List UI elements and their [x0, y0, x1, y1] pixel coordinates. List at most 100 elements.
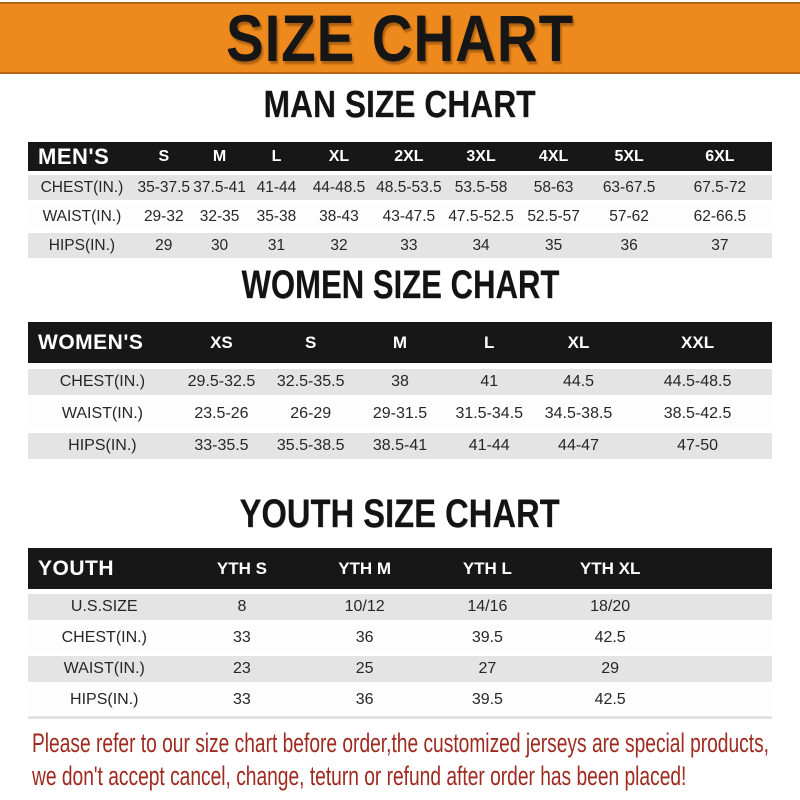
size-header-cell: S: [135, 142, 192, 171]
data-cell: 41-44: [247, 175, 306, 200]
data-cell: 33: [180, 625, 304, 651]
data-cell: [671, 656, 772, 682]
data-cell: 25: [303, 656, 427, 682]
data-cell: 32: [305, 233, 373, 258]
data-cell: 48.5-53.5: [372, 175, 446, 200]
size-header-row: WOMEN'S XS S M L XL XXL: [28, 322, 772, 363]
men-size-table: MEN'S S M L XL 2XL 3XL 4XL 5XL 6XL CHEST(IN.) 35-37…: [28, 138, 772, 262]
women-section-title-wrap: WOMEN SIZE CHART: [0, 265, 800, 305]
data-cell: [671, 594, 772, 620]
table-row: CHEST(IN.) 29.5-32.5 32.5-35.5 38 41 44.5 44.5…: [28, 369, 772, 395]
size-header-cell: 4XL: [516, 142, 591, 171]
size-header-cell: M: [355, 322, 445, 363]
footer-line-2: we don't accept cancel, change, teturn o…: [32, 760, 794, 793]
data-cell: 39.5: [426, 625, 549, 651]
data-cell: 35-38: [247, 204, 306, 229]
data-cell: 44.5-48.5: [623, 369, 772, 395]
data-cell: 29: [548, 656, 672, 682]
data-cell: 27: [426, 656, 549, 682]
data-cell: 44.5: [533, 369, 624, 395]
data-cell: 32.5-35.5: [266, 369, 356, 395]
data-cell: 36: [303, 625, 427, 651]
data-cell: 33: [372, 233, 446, 258]
data-cell: 18/20: [548, 594, 672, 620]
row-label: CHEST(IN.): [28, 625, 181, 651]
data-cell: 57-62: [590, 204, 668, 229]
size-header-cell: XL: [533, 322, 624, 363]
data-cell: 31: [247, 233, 306, 258]
data-cell: 44-47: [533, 433, 624, 459]
data-cell: 29-32: [135, 204, 192, 229]
row-label: WAIST(IN.): [28, 656, 181, 682]
data-cell: 37.5-41: [191, 175, 248, 200]
row-label: CHEST(IN.): [28, 175, 136, 200]
row-label: WAIST(IN.): [28, 204, 136, 229]
size-header-row: MEN'S S M L XL 2XL 3XL 4XL 5XL 6XL: [28, 142, 772, 171]
footer-line-1: Please refer to our size chart before or…: [32, 727, 794, 760]
table-row: HIPS(IN.) 33 36 39.5 42.5: [28, 687, 772, 713]
table-corner-label: YOUTH: [28, 548, 181, 589]
data-cell: 29.5-32.5: [176, 369, 267, 395]
data-cell: 41-44: [444, 433, 534, 459]
size-header-cell: 3XL: [445, 142, 517, 171]
size-header-cell: 6XL: [667, 142, 772, 171]
data-cell: 38.5-41: [355, 433, 445, 459]
data-cell: 26-29: [266, 401, 356, 427]
data-cell: 23.5-26: [176, 401, 267, 427]
footer-line-1-text: Please refer to our size chart before or…: [32, 728, 770, 758]
table-corner-label: MEN'S: [28, 142, 136, 171]
table-row: U.S.SIZE 8 10/12 14/16 18/20: [28, 594, 772, 620]
data-cell: 67.5-72: [667, 175, 772, 200]
size-header-cell: XL: [305, 142, 373, 171]
data-cell: 53.5-58: [445, 175, 517, 200]
women-section-title: WOMEN SIZE CHART: [241, 263, 559, 307]
data-cell: 38-43: [305, 204, 373, 229]
data-cell: 36: [303, 687, 427, 713]
data-cell: 34.5-38.5: [533, 401, 624, 427]
banner: SIZE CHART: [0, 2, 800, 74]
data-cell: [671, 687, 772, 713]
table-row: HIPS(IN.) 33-35.5 35.5-38.5 38.5-41 41-44 44-…: [28, 433, 772, 459]
data-cell: 14/16: [426, 594, 549, 620]
size-header-cell: YTH XL: [548, 548, 672, 589]
data-cell: 44-48.5: [305, 175, 373, 200]
table-row: CHEST(IN.) 33 36 39.5 42.5: [28, 625, 772, 651]
data-cell: 47.5-52.5: [445, 204, 517, 229]
table-row: CHEST(IN.) 35-37.5 37.5-41 41-44 44-48.5 48.5…: [28, 175, 772, 200]
data-cell: [671, 625, 772, 651]
footer-note: Please refer to our size chart before or…: [32, 727, 794, 793]
data-cell: 29: [135, 233, 192, 258]
data-cell: 36: [590, 233, 668, 258]
data-cell: 8: [180, 594, 304, 620]
data-cell: 33-35.5: [176, 433, 267, 459]
data-cell: 29-31.5: [355, 401, 445, 427]
data-cell: 63-67.5: [590, 175, 668, 200]
data-cell: 33: [180, 687, 304, 713]
table-corner-label: WOMEN'S: [28, 322, 177, 363]
data-cell: 30: [191, 233, 248, 258]
data-cell: 42.5: [548, 625, 672, 651]
data-cell: 23: [180, 656, 304, 682]
data-cell: 37: [667, 233, 772, 258]
data-cell: 58-63: [516, 175, 591, 200]
data-cell: 42.5: [548, 687, 672, 713]
data-cell: 35-37.5: [135, 175, 192, 200]
table-row: WAIST(IN.) 29-32 32-35 35-38 38-43 43-47.5 47.…: [28, 204, 772, 229]
data-cell: 43-47.5: [372, 204, 446, 229]
table-row: WAIST(IN.) 23 25 27 29: [28, 656, 772, 682]
size-header-row: YOUTH YTH S YTH M YTH L YTH XL: [28, 548, 772, 589]
data-cell: 35: [516, 233, 591, 258]
data-cell: 38: [355, 369, 445, 395]
size-header-cell: S: [266, 322, 356, 363]
data-cell: 38.5-42.5: [623, 401, 772, 427]
size-header-cell: L: [444, 322, 534, 363]
table-row: HIPS(IN.) 29 30 31 32 33 34 35 36 37: [28, 233, 772, 258]
row-label: U.S.SIZE: [28, 594, 181, 620]
row-label: HIPS(IN.): [28, 687, 181, 713]
youth-section-title-wrap: YOUTH SIZE CHART: [0, 494, 800, 534]
youth-section-title: YOUTH SIZE CHART: [239, 492, 561, 536]
footer-line-2-text: we don't accept cancel, change, teturn o…: [32, 761, 687, 791]
youth-size-table: YOUTH YTH S YTH M YTH L YTH XL U.S.SIZE 8 10/12…: [28, 543, 772, 718]
youth-table-bottom-rule: [28, 716, 772, 719]
row-label: HIPS(IN.): [28, 233, 136, 258]
